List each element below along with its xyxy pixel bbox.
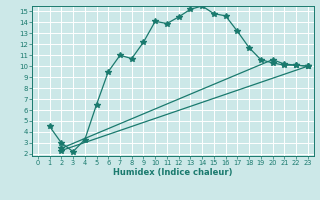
X-axis label: Humidex (Indice chaleur): Humidex (Indice chaleur) [113,168,233,177]
